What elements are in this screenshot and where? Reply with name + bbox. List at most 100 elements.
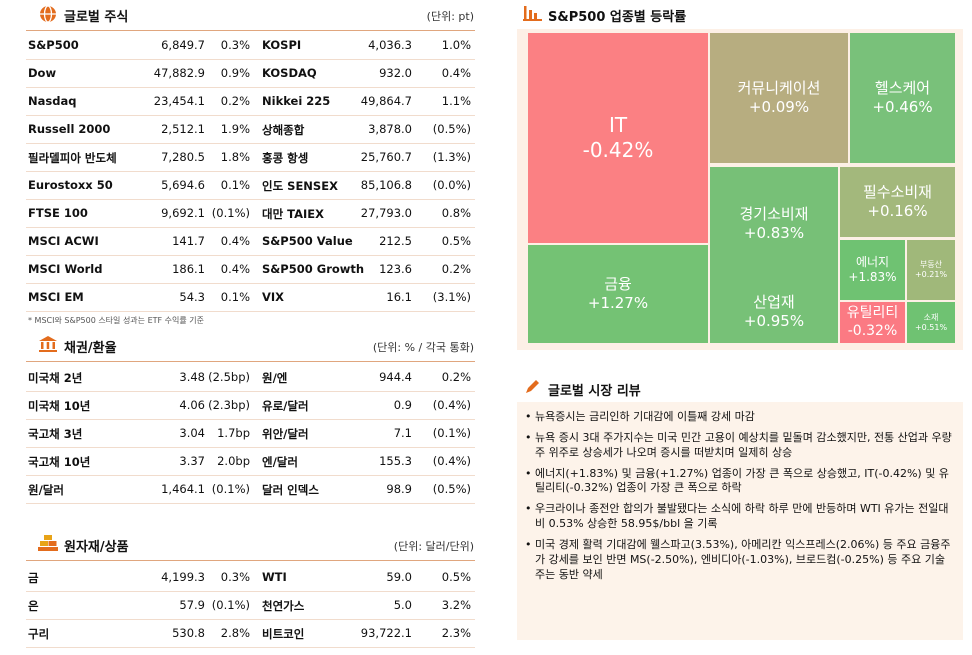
value: 932.0	[379, 66, 412, 80]
change: 0.5%	[441, 570, 471, 584]
table-row: S&P500 6,849.7 0.3% KOSPI 4,036.3 1.0%	[26, 31, 475, 60]
name: 홍콩 항셍	[262, 151, 309, 165]
sector-name: 커뮤니케이션	[737, 79, 821, 98]
name: 미국채 10년	[28, 399, 91, 413]
sector-name: 필수소비재	[862, 183, 932, 202]
table-row: MSCI EM 54.3 0.1% VIX 16.1 (3.1%)	[26, 283, 475, 312]
review-title: 글로벌 시장 리뷰	[548, 384, 641, 399]
pencil-icon	[526, 380, 539, 393]
table-row: Dow 47,882.9 0.9% KOSDAQ 932.0 0.4%	[26, 59, 475, 88]
sector-name: 경기소비재	[739, 204, 809, 223]
name: 상해종합	[262, 123, 305, 137]
change: 1.9%	[220, 122, 250, 136]
sector-change: +0.16%	[867, 202, 928, 220]
name: 인도 SENSEX	[262, 179, 338, 193]
value: 4,036.3	[368, 38, 412, 52]
name: MSCI World	[28, 262, 103, 276]
value: 47,882.9	[153, 66, 205, 80]
value: 3.37	[179, 454, 205, 468]
change: 0.4%	[441, 66, 471, 80]
value: 7,280.5	[161, 150, 205, 164]
change: 0.9%	[220, 66, 250, 80]
name: 엔/달러	[262, 455, 298, 469]
name: 비트코인	[262, 627, 305, 641]
value: 93,722.1	[360, 626, 412, 640]
change: 2.3%	[441, 626, 471, 640]
value: 186.1	[172, 262, 205, 276]
change: 0.3%	[220, 570, 250, 584]
change: 0.1%	[220, 290, 250, 304]
name: 국고채 3년	[28, 427, 83, 441]
value: 944.4	[379, 370, 412, 384]
gold-icon	[38, 535, 58, 551]
name: Russell 2000	[28, 122, 111, 136]
sector-tile: 헬스케어 +0.46%	[850, 33, 955, 163]
review-item: 미국 경제 활력 기대감에 웰스파고(3.53%), 아메리칸 익스프레스(2.…	[535, 538, 953, 583]
sector-tile: 경기소비재 +0.83%	[710, 167, 838, 280]
value: 23,454.1	[153, 94, 205, 108]
name: 미국채 2년	[28, 371, 83, 385]
value: 85,106.8	[360, 178, 412, 192]
table-row: 미국채 2년 3.48 (2.5bp) 원/엔 944.4 0.2%	[26, 363, 475, 392]
bonds-title: 채권/환율	[64, 341, 117, 356]
rule	[26, 560, 475, 561]
sector-name: 에너지	[855, 255, 890, 269]
table-row: Russell 2000 2,512.1 1.9% 상해종합 3,878.0 (0.5%)	[26, 115, 475, 144]
change: (0.1%)	[211, 482, 250, 496]
bars-icon	[523, 6, 542, 21]
change: (0.5%)	[432, 482, 471, 496]
value: 54.3	[179, 290, 205, 304]
sector-change: +0.95%	[743, 311, 805, 330]
change: 0.4%	[220, 262, 250, 276]
name: MSCI ACWI	[28, 234, 99, 248]
change: 2.0bp	[217, 454, 250, 468]
change: 0.2%	[441, 262, 471, 276]
sector-tile: IT -0.42%	[528, 33, 708, 243]
table-row: 원/달러 1,464.1 (0.1%) 달러 인덱스 98.9 (0.5%)	[26, 475, 475, 504]
rule	[26, 30, 475, 31]
name: 은	[28, 599, 39, 613]
value: 1,464.1	[161, 482, 205, 496]
value: 3.04	[179, 426, 205, 440]
name: WTI	[262, 570, 287, 584]
review-list: 뉴욕증시는 금리인하 기대감에 이틀째 강세 마감뉴욕 증시 3대 주가지수는 …	[517, 410, 963, 582]
review-item: 에너지(+1.83%) 및 금융(+1.27%) 업종이 가장 큰 폭으로 상승…	[535, 467, 953, 497]
table-row: 구리 530.8 2.8% 비트코인 93,722.1 2.3%	[26, 619, 475, 648]
name: MSCI EM	[28, 290, 84, 304]
table-row: Nasdaq 23,454.1 0.2% Nikkei 225 49,864.7 1.1%	[26, 87, 475, 116]
review-box: 뉴욕증시는 금리인하 기대감에 이틀째 강세 마감뉴욕 증시 3대 주가지수는 …	[517, 402, 963, 640]
value: 3.48	[179, 370, 205, 384]
sector-change: +1.27%	[587, 294, 649, 312]
value: 141.7	[172, 234, 205, 248]
value: 4.06	[179, 398, 205, 412]
table-row: 은 57.9 (0.1%) 천연가스 5.0 3.2%	[26, 591, 475, 620]
change: (0.1%)	[211, 206, 250, 220]
change: (0.1%)	[211, 598, 250, 612]
value: 530.8	[172, 626, 205, 640]
table-row: FTSE 100 9,692.1 (0.1%) 대만 TAIEX 27,793.0 0.8…	[26, 199, 475, 228]
value: 6,849.7	[161, 38, 205, 52]
review-item: 우크라이나 종전안 합의가 불발됐다는 소식에 하락 하루 만에 반등하며 WT…	[535, 502, 953, 532]
change: (0.0%)	[432, 178, 471, 192]
sector-name: 유틸리티	[846, 305, 899, 321]
value: 4,199.3	[161, 570, 205, 584]
sector-name: 금융	[604, 275, 632, 294]
sector-name: 소재	[923, 312, 939, 322]
change: 0.5%	[441, 234, 471, 248]
value: 7.1	[393, 426, 412, 440]
value: 212.5	[379, 234, 412, 248]
sector-change: +0.21%	[914, 270, 948, 279]
name: 유로/달러	[262, 399, 309, 413]
commodities-title: 원자재/상품	[64, 540, 129, 555]
name: Nikkei 225	[262, 94, 331, 108]
change: 0.3%	[220, 38, 250, 52]
change: (0.4%)	[432, 398, 471, 412]
sector-tile: 부동산 +0.21%	[907, 240, 955, 300]
sector-change: +0.46%	[872, 98, 933, 116]
sector-name: 산업재	[753, 292, 795, 311]
equities-title: 글로벌 주식	[64, 10, 129, 25]
sector-change: +0.09%	[748, 98, 810, 116]
name: 국고채 10년	[28, 455, 91, 469]
sectors-title: S&P500 업종별 등락률	[548, 10, 687, 25]
